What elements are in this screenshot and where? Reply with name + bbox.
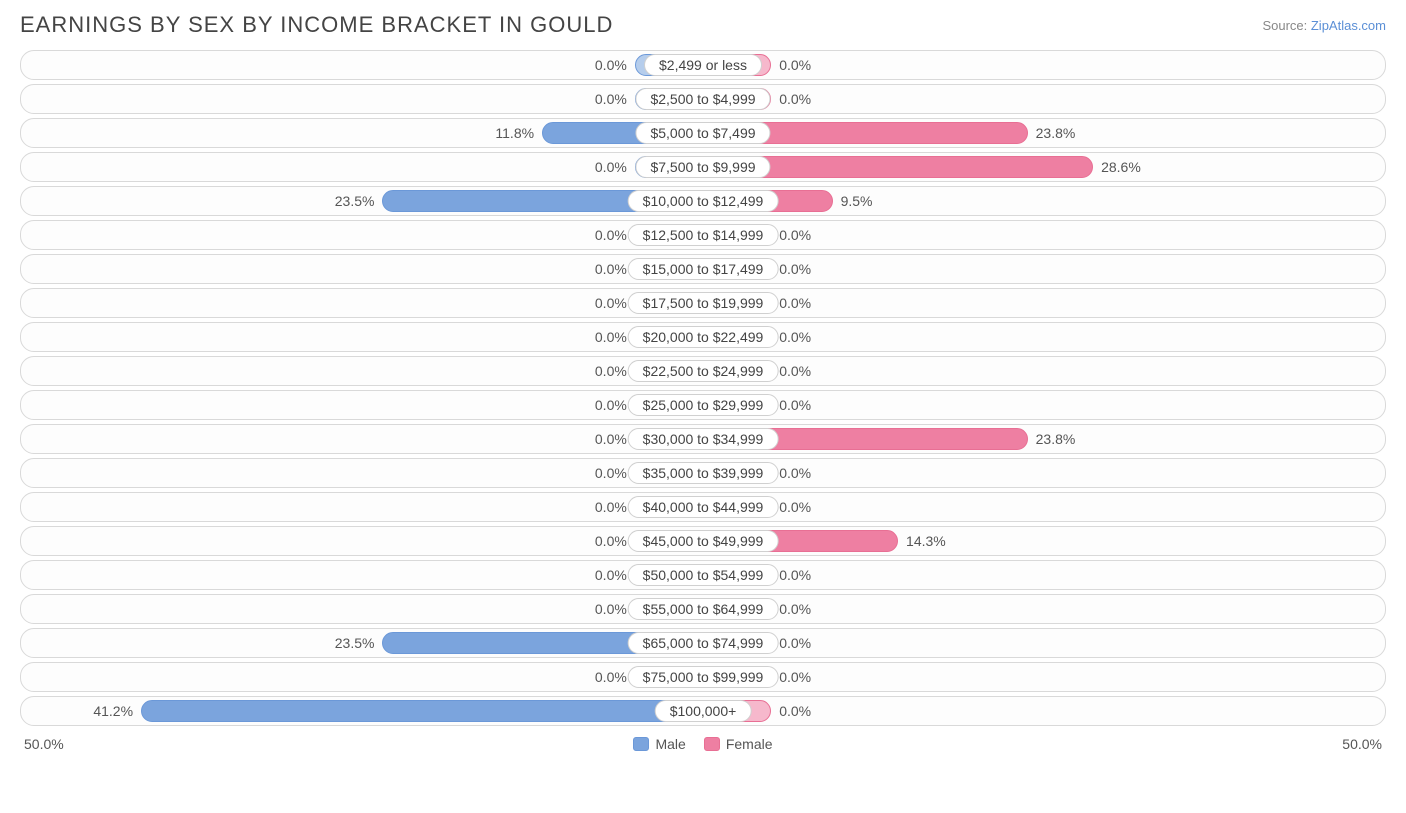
chart-header: EARNINGS BY SEX BY INCOME BRACKET IN GOU… — [0, 0, 1406, 46]
chart-area: 0.0% 0.0% $2,499 or less 0.0% 0.0% $2,500 to … — [0, 46, 1406, 726]
female-pct-label: 0.0% — [779, 363, 811, 379]
male-pct-label: 0.0% — [595, 261, 627, 277]
legend: Male Female — [633, 736, 772, 752]
category-label: $17,500 to $19,999 — [628, 292, 779, 314]
chart-footer: 50.0% Male Female 50.0% — [0, 730, 1406, 752]
female-pct-label: 0.0% — [779, 703, 811, 719]
female-pct-label: 0.0% — [779, 601, 811, 617]
category-label: $35,000 to $39,999 — [628, 462, 779, 484]
male-swatch-icon — [633, 737, 649, 751]
chart-row: 0.0% 0.0% $2,499 or less — [20, 50, 1386, 80]
chart-row: 11.8% 23.8% $5,000 to $7,499 — [20, 118, 1386, 148]
female-pct-label: 0.0% — [779, 635, 811, 651]
category-label: $75,000 to $99,999 — [628, 666, 779, 688]
category-label: $10,000 to $12,499 — [628, 190, 779, 212]
male-pct-label: 0.0% — [595, 91, 627, 107]
category-label: $45,000 to $49,999 — [628, 530, 779, 552]
female-pct-label: 0.0% — [779, 295, 811, 311]
male-pct-label: 0.0% — [595, 57, 627, 73]
female-pct-label: 0.0% — [779, 465, 811, 481]
male-pct-label: 0.0% — [595, 159, 627, 175]
chart-row: 0.0% 0.0%$75,000 to $99,999 — [20, 662, 1386, 692]
chart-row: 0.0% 28.6% $7,500 to $9,999 — [20, 152, 1386, 182]
male-pct-label: 0.0% — [595, 601, 627, 617]
chart-row: 23.5% 0.0%$65,000 to $74,999 — [20, 628, 1386, 658]
category-label: $22,500 to $24,999 — [628, 360, 779, 382]
chart-row: 0.0% 0.0%$55,000 to $64,999 — [20, 594, 1386, 624]
source-link[interactable]: ZipAtlas.com — [1311, 18, 1386, 33]
chart-row: 0.0% 0.0%$22,500 to $24,999 — [20, 356, 1386, 386]
chart-row: 0.0% 0.0%$25,000 to $29,999 — [20, 390, 1386, 420]
category-label: $65,000 to $74,999 — [628, 632, 779, 654]
axis-left-label: 50.0% — [24, 736, 64, 752]
chart-source: Source: ZipAtlas.com — [1262, 18, 1386, 33]
female-pct-label: 23.8% — [1036, 431, 1076, 447]
male-pct-label: 0.0% — [595, 329, 627, 345]
category-label: $7,500 to $9,999 — [635, 156, 770, 178]
male-pct-label: 41.2% — [93, 703, 133, 719]
category-label: $15,000 to $17,499 — [628, 258, 779, 280]
male-pct-label: 0.0% — [595, 397, 627, 413]
category-label: $2,500 to $4,999 — [635, 88, 770, 110]
male-pct-label: 23.5% — [335, 193, 375, 209]
chart-row: 0.0% 0.0%$35,000 to $39,999 — [20, 458, 1386, 488]
chart-row: 0.0% 0.0%$50,000 to $54,999 — [20, 560, 1386, 590]
female-pct-label: 23.8% — [1036, 125, 1076, 141]
chart-title: EARNINGS BY SEX BY INCOME BRACKET IN GOU… — [20, 12, 613, 38]
category-label: $40,000 to $44,999 — [628, 496, 779, 518]
female-pct-label: 0.0% — [779, 669, 811, 685]
legend-male: Male — [633, 736, 685, 752]
chart-row: 0.0% 23.8% $30,000 to $34,999 — [20, 424, 1386, 454]
chart-row: 0.0% 14.3% $45,000 to $49,999 — [20, 526, 1386, 556]
male-bar — [141, 700, 703, 722]
category-label: $2,499 or less — [644, 54, 762, 76]
axis-right-label: 50.0% — [1342, 736, 1382, 752]
male-pct-label: 23.5% — [335, 635, 375, 651]
female-pct-label: 0.0% — [779, 57, 811, 73]
chart-row: 0.0% 0.0%$15,000 to $17,499 — [20, 254, 1386, 284]
male-pct-label: 0.0% — [595, 465, 627, 481]
female-pct-label: 0.0% — [779, 567, 811, 583]
female-pct-label: 0.0% — [779, 329, 811, 345]
category-label: $20,000 to $22,499 — [628, 326, 779, 348]
female-pct-label: 0.0% — [779, 499, 811, 515]
legend-male-label: Male — [655, 736, 685, 752]
female-pct-label: 0.0% — [779, 227, 811, 243]
chart-row: 0.0% 0.0%$17,500 to $19,999 — [20, 288, 1386, 318]
male-pct-label: 11.8% — [495, 125, 534, 141]
male-pct-label: 0.0% — [595, 567, 627, 583]
female-pct-label: 28.6% — [1101, 159, 1141, 175]
male-pct-label: 0.0% — [595, 227, 627, 243]
male-pct-label: 0.0% — [595, 499, 627, 515]
female-pct-label: 0.0% — [779, 261, 811, 277]
chart-row: 23.5% 9.5% $10,000 to $12,499 — [20, 186, 1386, 216]
chart-row: 0.0% 0.0%$40,000 to $44,999 — [20, 492, 1386, 522]
female-pct-label: 9.5% — [841, 193, 873, 209]
male-pct-label: 0.0% — [595, 533, 627, 549]
source-prefix: Source: — [1262, 18, 1310, 33]
male-pct-label: 0.0% — [595, 295, 627, 311]
legend-female: Female — [704, 736, 773, 752]
category-label: $100,000+ — [655, 700, 752, 722]
male-pct-label: 0.0% — [595, 363, 627, 379]
female-pct-label: 0.0% — [779, 397, 811, 413]
legend-female-label: Female — [726, 736, 773, 752]
chart-row: 0.0% 0.0%$20,000 to $22,499 — [20, 322, 1386, 352]
male-pct-label: 0.0% — [595, 431, 627, 447]
chart-row: 41.2% 0.0% $100,000+ — [20, 696, 1386, 726]
male-pct-label: 0.0% — [595, 669, 627, 685]
category-label: $25,000 to $29,999 — [628, 394, 779, 416]
category-label: $50,000 to $54,999 — [628, 564, 779, 586]
female-pct-label: 0.0% — [779, 91, 811, 107]
category-label: $5,000 to $7,499 — [635, 122, 770, 144]
category-label: $55,000 to $64,999 — [628, 598, 779, 620]
chart-row: 0.0% 0.0%$12,500 to $14,999 — [20, 220, 1386, 250]
chart-row: 0.0% 0.0% $2,500 to $4,999 — [20, 84, 1386, 114]
female-pct-label: 14.3% — [906, 533, 946, 549]
category-label: $12,500 to $14,999 — [628, 224, 779, 246]
category-label: $30,000 to $34,999 — [628, 428, 779, 450]
female-swatch-icon — [704, 737, 720, 751]
